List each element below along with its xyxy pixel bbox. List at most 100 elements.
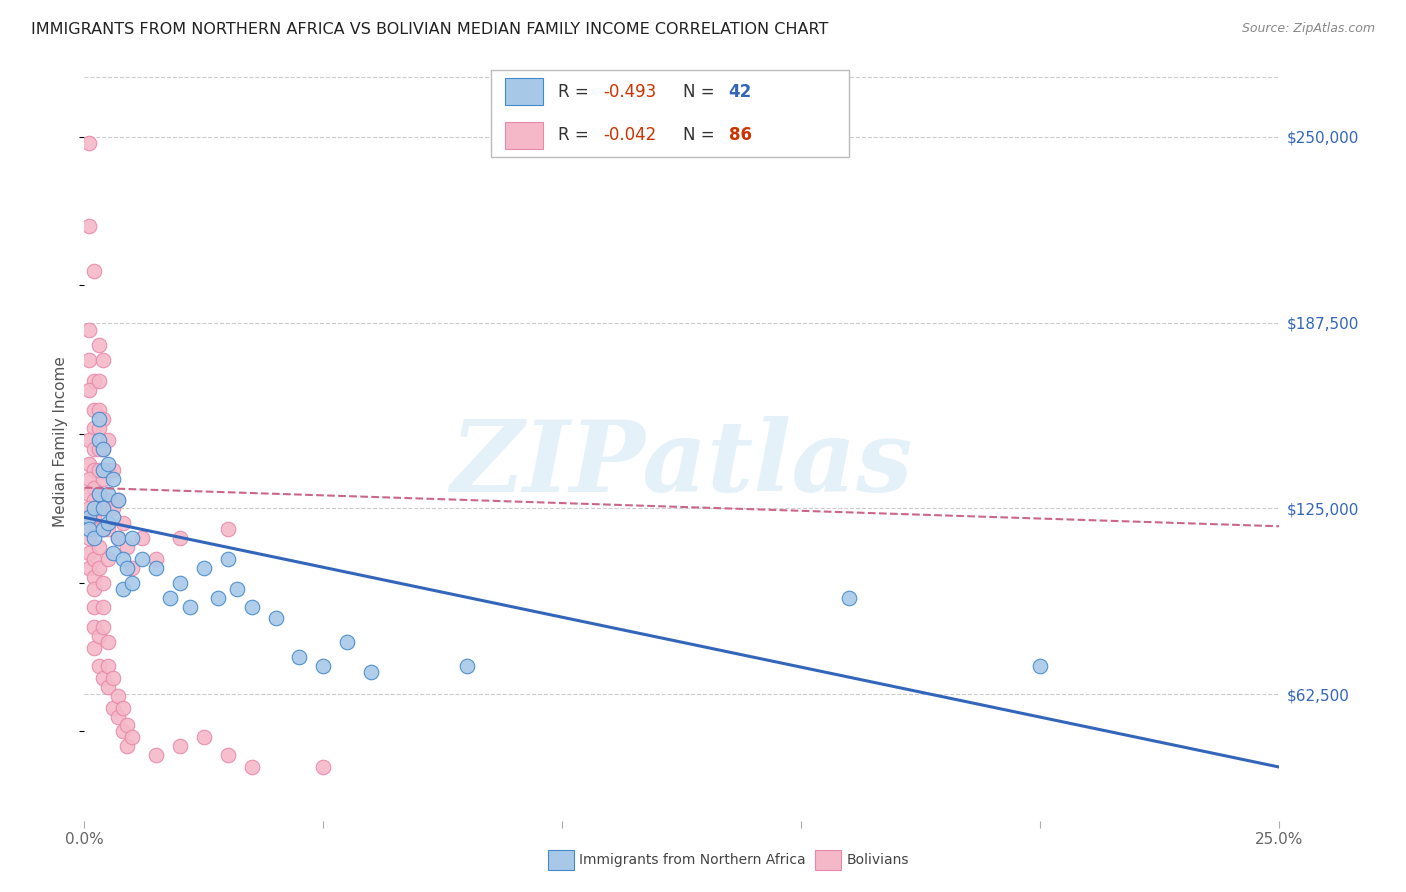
Point <box>207 591 229 605</box>
Point <box>77 501 100 516</box>
Point <box>93 352 115 367</box>
Point <box>240 599 263 614</box>
Point <box>107 492 129 507</box>
Point <box>83 641 105 656</box>
Text: R =: R = <box>558 83 593 101</box>
Point <box>107 531 129 545</box>
Point <box>97 463 120 477</box>
Point <box>87 522 110 536</box>
Point <box>87 421 110 435</box>
Point <box>87 433 110 447</box>
Point <box>131 531 153 545</box>
Point <box>93 522 115 536</box>
Text: N =: N = <box>683 83 720 101</box>
Point <box>87 561 110 575</box>
Point <box>217 552 239 566</box>
Text: -0.042: -0.042 <box>603 127 657 145</box>
Text: Bolivians: Bolivians <box>846 853 908 867</box>
Point <box>87 486 110 500</box>
Point <box>97 659 120 673</box>
Point <box>336 635 359 649</box>
Point <box>107 492 129 507</box>
Point <box>93 575 115 590</box>
Point <box>93 472 115 486</box>
Point <box>83 263 105 277</box>
Point <box>77 561 100 575</box>
Point <box>83 403 105 417</box>
Point <box>264 611 287 625</box>
Point <box>145 748 167 763</box>
FancyBboxPatch shape <box>505 122 543 149</box>
Point <box>101 700 124 714</box>
Text: N =: N = <box>683 127 720 145</box>
Point <box>312 760 335 774</box>
Point <box>93 501 115 516</box>
Point <box>77 457 100 471</box>
Point <box>217 748 239 763</box>
Point <box>97 516 120 531</box>
Point <box>87 486 110 500</box>
Point <box>77 546 100 560</box>
Point <box>83 531 105 545</box>
Point <box>121 531 143 545</box>
Point <box>121 561 143 575</box>
Point <box>101 463 124 477</box>
FancyBboxPatch shape <box>505 78 543 105</box>
Point <box>288 650 311 665</box>
Point <box>97 680 120 694</box>
Point <box>77 472 100 486</box>
Point <box>87 629 110 643</box>
Point <box>145 552 167 566</box>
Point <box>97 635 120 649</box>
Point <box>107 689 129 703</box>
Point <box>131 552 153 566</box>
Point <box>312 659 335 673</box>
Point <box>97 486 120 500</box>
Text: -0.493: -0.493 <box>603 83 657 101</box>
Point <box>77 516 100 531</box>
Point <box>87 412 110 426</box>
Point <box>193 731 215 745</box>
Point <box>87 501 110 516</box>
FancyBboxPatch shape <box>491 70 849 157</box>
Point <box>93 463 115 477</box>
Point <box>83 552 105 566</box>
Point <box>87 442 110 456</box>
Point <box>111 700 134 714</box>
Text: IMMIGRANTS FROM NORTHERN AFRICA VS BOLIVIAN MEDIAN FAMILY INCOME CORRELATION CHA: IMMIGRANTS FROM NORTHERN AFRICA VS BOLIV… <box>31 22 828 37</box>
Point <box>93 671 115 685</box>
Point <box>111 552 134 566</box>
Point <box>83 570 105 584</box>
Point <box>83 599 105 614</box>
Point <box>77 522 100 536</box>
Point <box>77 433 100 447</box>
Point <box>97 457 120 471</box>
Point <box>107 709 129 723</box>
Point <box>87 463 110 477</box>
Point <box>1029 659 1052 673</box>
Point <box>93 599 115 614</box>
Point <box>217 522 239 536</box>
Point <box>121 731 143 745</box>
Point <box>83 374 105 388</box>
Point <box>83 421 105 435</box>
Point <box>159 591 181 605</box>
Point <box>93 442 115 456</box>
Point <box>83 463 105 477</box>
Point <box>93 522 115 536</box>
Point <box>83 501 105 516</box>
Point <box>83 620 105 634</box>
Point <box>107 531 129 545</box>
Point <box>117 540 139 554</box>
Point <box>77 531 100 545</box>
Point <box>97 522 120 536</box>
Text: Source: ZipAtlas.com: Source: ZipAtlas.com <box>1241 22 1375 36</box>
Point <box>97 552 120 566</box>
Point <box>87 540 110 554</box>
Point <box>77 219 100 233</box>
Point <box>87 403 110 417</box>
Point <box>83 442 105 456</box>
Point <box>145 561 167 575</box>
Text: R =: R = <box>558 127 593 145</box>
Point <box>87 338 110 352</box>
